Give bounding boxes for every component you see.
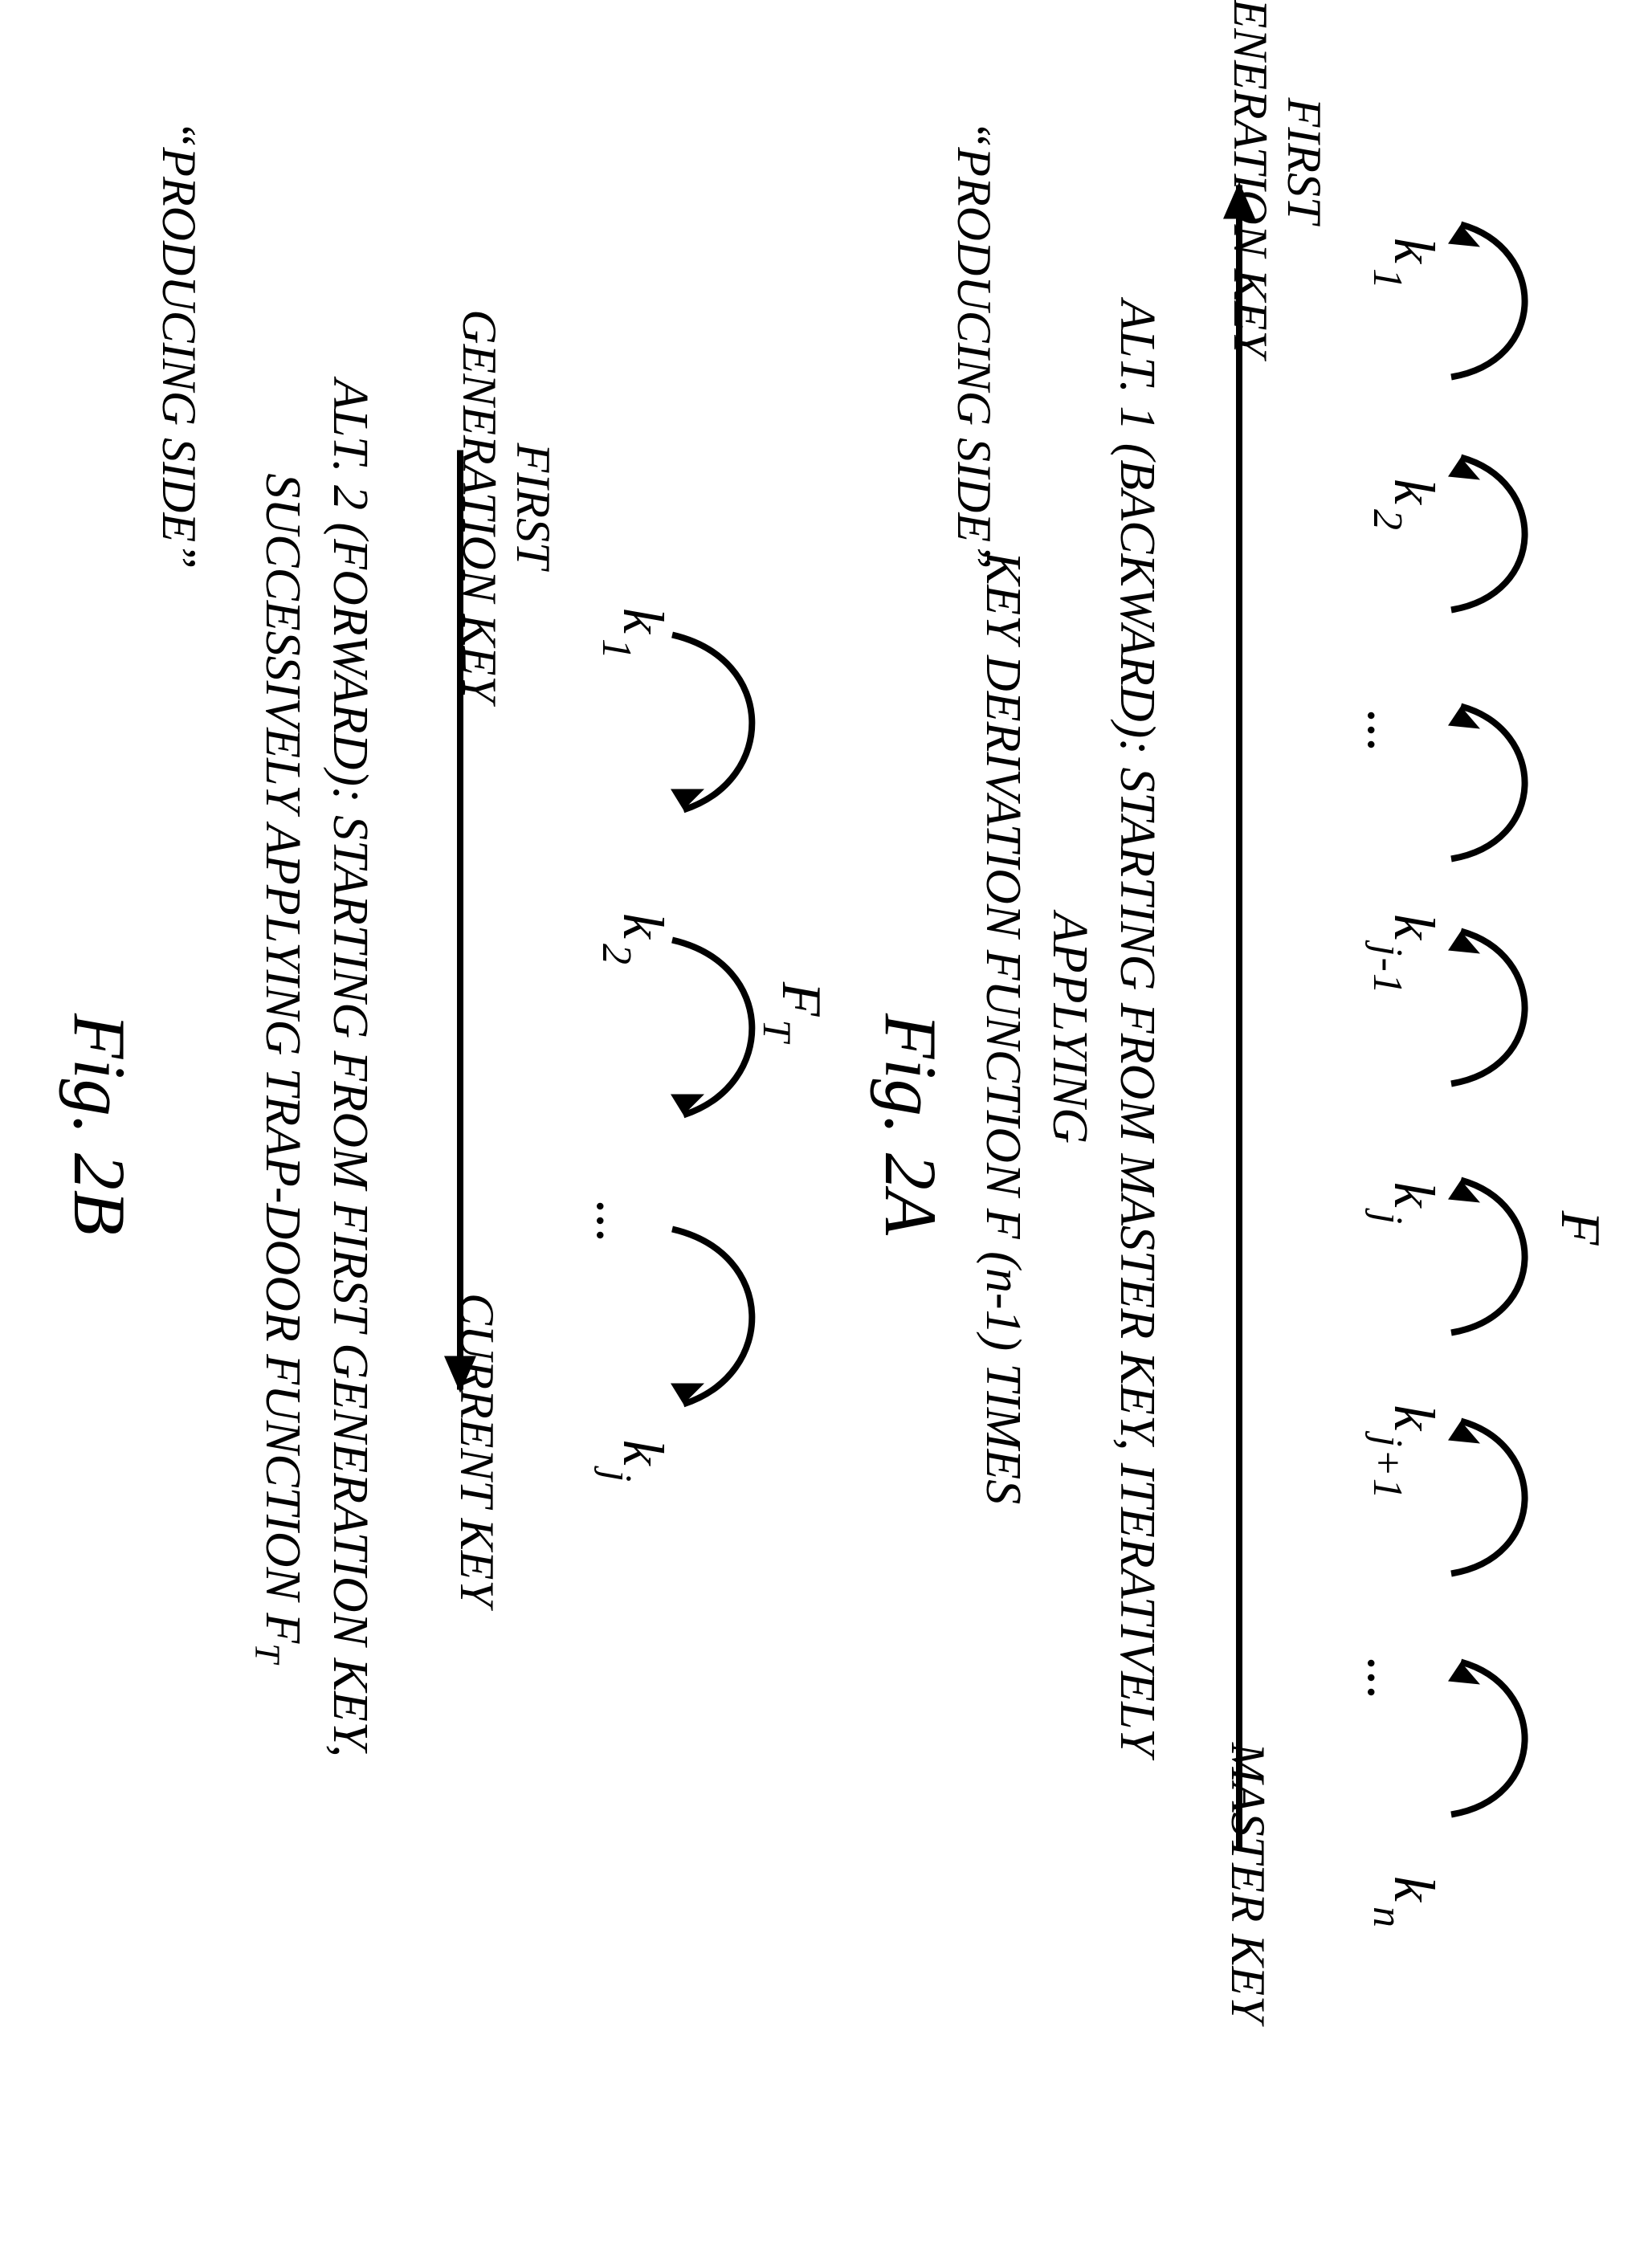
fig2a-hop-5 (1435, 1156, 1556, 1348)
fig2b-long-arrow (457, 450, 463, 1389)
fig2b-hop-3 (656, 1205, 785, 1429)
fig2a-caption: Fig. 2A (868, 883, 953, 1365)
rotated-page: F k1 k2 ... kj-1 kj kj+1 ... kn (0, 298, 1652, 1950)
fig2a-hop-6 (1435, 1397, 1556, 1589)
fig2a-hop-2 (1435, 433, 1556, 626)
fig2b-alt-text: ALT. 2 (FORWARD): STARTING FROM FIRST GE… (244, 297, 383, 1839)
fig2a-node-kjp1: kj+1 (1385, 1372, 1443, 1533)
fig2a-node-kjm1: kj-1 (1385, 875, 1443, 1035)
fig2b-first-gen-label: FIRST GENERATION KEY (452, 297, 560, 715)
fig2b-alt-line2-prefix: SUCCESSIVELY APPLYING TRAP-DOOR FUNCTION… (255, 473, 310, 1643)
figure-2b: FT k1 k2 ... kj FIRST GENERATION KEY CUR… (62, 0, 817, 2247)
arrowhead-right-icon (444, 1356, 476, 1393)
fig2a-node-kn: kn (1385, 1822, 1443, 1983)
fig2a-hop-4 (1435, 907, 1556, 1099)
fig2a-hop-7 (1435, 1637, 1556, 1830)
fig2a-node-k1: k1 (1385, 184, 1443, 345)
fig2b-producing-side: “PRODUCING SIDE” (151, 120, 206, 569)
fig2b-caption: Fig. 2B (57, 883, 142, 1365)
fig2a-master-key-label: MASTER KEY (1221, 1743, 1275, 2192)
fig2a-alt-line1: ALT. 1 (BACKWARD): STARTING FROM MASTER … (1042, 300, 1165, 1756)
fig2b-hop-2 (656, 916, 785, 1140)
fig2a-ellipsis-right: ... (1354, 1629, 1421, 1726)
fig2a-alt-line2: KEY DERIVATION FUNCTION F (n-1) TIMES (976, 552, 1030, 1505)
fig2a-hop-1 (1435, 200, 1556, 393)
fig2a-long-arrow (1236, 185, 1242, 1847)
fig2a-producing-side: “PRODUCING SIDE” (946, 120, 1001, 569)
fig2a-first-line2: GENERATION KEY (1224, 0, 1277, 357)
landscape-canvas: F k1 k2 ... kj-1 kj kj+1 ... kn (0, 0, 1652, 2247)
fig2a-ellipsis-left: ... (1354, 682, 1421, 778)
fig2a-hop-3 (1435, 682, 1556, 875)
fig2b-node-k1: k1 (614, 554, 672, 715)
fig2b-first-line1: FIRST (507, 443, 560, 569)
fig2a-node-kj: kj (1385, 1124, 1443, 1284)
fig2b-ellipsis: ... (583, 1172, 650, 1269)
fig2b-alt-line2-sub: T (248, 1643, 288, 1662)
fig2b-node-k2: k2 (614, 859, 672, 1020)
arrowhead-left-icon (1223, 181, 1255, 218)
fig2a-first-line1: FIRST (1278, 98, 1331, 224)
fig2a-node-k2: k2 (1385, 425, 1443, 585)
fig2b-hop-1 (656, 610, 785, 835)
fig2b-node-kj: kj (614, 1381, 672, 1542)
fig2b-alt-line1: ALT. 2 (FORWARD): STARTING FROM FIRST GE… (323, 379, 377, 1757)
figure-2a: F k1 k2 ... kj-1 kj kj+1 ... kn (865, 0, 1588, 2247)
fig2a-key-chain: F k1 k2 ... kj-1 kj kj+1 ... kn (1347, 152, 1588, 2095)
fig2a-function-F: F (1549, 1211, 1611, 1246)
fig2b-key-chain: FT k1 k2 ... kj (576, 506, 817, 1711)
fig2a-function-label: F (1548, 1172, 1612, 1284)
